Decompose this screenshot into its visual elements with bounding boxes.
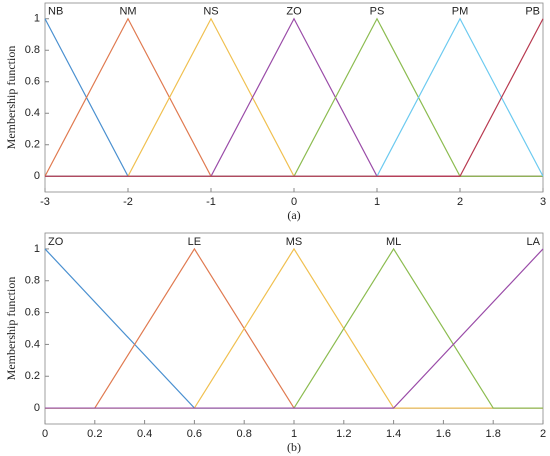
membership-line [45, 17, 543, 177]
x-tick-label: 0.6 [187, 428, 202, 440]
x-tick-label: -2 [123, 196, 133, 208]
membership-line [45, 18, 544, 177]
x-tick-label: 0.4 [137, 428, 152, 440]
x-tick-label: 1.2 [336, 428, 351, 440]
y-tick-label: 0 [34, 402, 40, 414]
series-label: PS [370, 6, 385, 18]
x-tick-label: 2 [540, 428, 546, 440]
series-label: NM [119, 6, 136, 18]
x-tick-label: 1 [374, 196, 380, 208]
y-tick-label: 0.8 [25, 44, 40, 56]
x-tick-label: 1 [291, 428, 297, 440]
y-tick-label: 0.2 [25, 139, 40, 151]
series-label: ML [386, 236, 401, 248]
y-axis-label: Membership function [4, 277, 18, 381]
membership-line [44, 17, 543, 177]
y-tick-label: 0.8 [25, 275, 40, 287]
series-label: PB [525, 6, 540, 18]
series-label: NS [203, 6, 218, 18]
y-tick-label: 0.4 [25, 338, 40, 350]
membership-line [45, 17, 543, 177]
x-tick-label: 1.8 [486, 428, 501, 440]
y-tick-label: 1 [34, 13, 40, 25]
x-tick-label: 0.8 [237, 428, 252, 440]
x-tick-label: -3 [40, 196, 50, 208]
series-label: LE [188, 236, 201, 248]
series-label: NB [48, 6, 63, 18]
y-tick-label: 0 [34, 170, 40, 182]
membership-line [45, 17, 543, 177]
membership-line [45, 17, 544, 177]
series-label: ZO [48, 236, 64, 248]
y-tick-label: 0.6 [25, 306, 40, 318]
series-label: PM [452, 6, 469, 18]
caption: (b) [287, 440, 301, 454]
membership-line [44, 18, 543, 177]
x-tick-label: 0 [42, 428, 48, 440]
x-tick-label: 2 [457, 196, 463, 208]
x-tick-label: 1.6 [436, 428, 451, 440]
membership-line [45, 248, 544, 409]
series-label: LA [527, 236, 541, 248]
y-tick-label: 1 [34, 243, 40, 255]
y-axis-label: Membership function [4, 46, 18, 150]
caption: (a) [287, 208, 300, 222]
y-tick-label: 0.6 [25, 76, 40, 88]
x-tick-label: -1 [206, 196, 216, 208]
y-tick-label: 0.2 [25, 370, 40, 382]
x-tick-label: 0.2 [87, 428, 102, 440]
series-label: ZO [286, 6, 302, 18]
x-tick-label: 0 [291, 196, 297, 208]
x-tick-label: 3 [540, 196, 546, 208]
plot-frame [44, 2, 544, 193]
y-tick-label: 0.4 [25, 107, 40, 119]
series-label: MS [286, 236, 303, 248]
x-tick-label: 1.4 [386, 428, 401, 440]
